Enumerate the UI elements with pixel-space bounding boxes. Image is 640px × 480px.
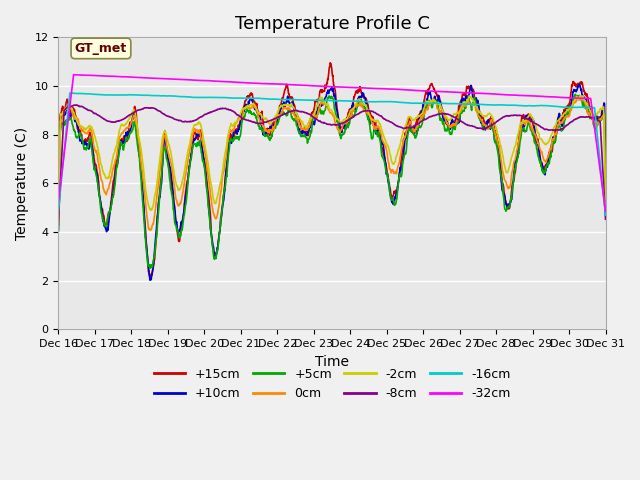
-2cm bbox=[176, 186, 184, 192]
Line: -16cm: -16cm bbox=[58, 93, 605, 215]
0cm bbox=[163, 146, 171, 152]
-16cm bbox=[177, 94, 184, 99]
-16cm bbox=[66, 90, 74, 96]
+10cm bbox=[146, 277, 154, 283]
+10cm bbox=[163, 152, 171, 157]
Line: +5cm: +5cm bbox=[58, 95, 605, 268]
-8cm bbox=[163, 113, 171, 119]
+10cm bbox=[489, 120, 497, 126]
+10cm bbox=[417, 110, 425, 116]
0cm bbox=[537, 148, 545, 154]
Line: +15cm: +15cm bbox=[58, 63, 605, 277]
0cm bbox=[238, 114, 246, 120]
Line: -32cm: -32cm bbox=[58, 75, 605, 211]
-8cm bbox=[54, 218, 62, 224]
0cm bbox=[417, 114, 425, 120]
+5cm bbox=[54, 228, 62, 234]
-8cm bbox=[489, 122, 497, 128]
-2cm bbox=[237, 109, 245, 115]
-32cm bbox=[163, 76, 171, 82]
-16cm bbox=[489, 102, 497, 108]
+15cm bbox=[163, 148, 171, 154]
+15cm bbox=[177, 231, 184, 237]
-8cm bbox=[177, 118, 184, 123]
Text: GT_met: GT_met bbox=[75, 42, 127, 55]
-16cm bbox=[163, 93, 171, 99]
Line: +10cm: +10cm bbox=[58, 84, 605, 280]
Line: 0cm: 0cm bbox=[58, 97, 605, 230]
-2cm bbox=[54, 218, 62, 224]
+15cm bbox=[489, 119, 497, 124]
0cm bbox=[146, 227, 154, 233]
-8cm bbox=[71, 102, 79, 108]
+15cm bbox=[418, 111, 426, 117]
+10cm bbox=[54, 227, 62, 233]
-16cm bbox=[54, 208, 62, 214]
+5cm bbox=[163, 157, 171, 163]
-32cm bbox=[489, 91, 497, 97]
+10cm bbox=[177, 224, 184, 229]
+10cm bbox=[238, 114, 246, 120]
+5cm bbox=[177, 233, 184, 239]
+15cm bbox=[54, 222, 62, 228]
-32cm bbox=[238, 80, 246, 85]
+5cm bbox=[602, 192, 609, 198]
-32cm bbox=[417, 88, 425, 94]
+15cm bbox=[147, 275, 155, 280]
Legend: +15cm, +10cm, +5cm, 0cm, -2cm, -8cm, -16cm, -32cm: +15cm, +10cm, +5cm, 0cm, -2cm, -8cm, -16… bbox=[148, 362, 515, 405]
Line: -8cm: -8cm bbox=[58, 105, 605, 221]
Y-axis label: Temperature (C): Temperature (C) bbox=[15, 127, 29, 240]
-16cm bbox=[602, 212, 609, 218]
-8cm bbox=[238, 115, 246, 120]
0cm bbox=[489, 121, 497, 127]
-32cm bbox=[177, 76, 184, 82]
X-axis label: Time: Time bbox=[315, 355, 349, 369]
+5cm bbox=[572, 92, 579, 97]
-2cm bbox=[537, 136, 545, 142]
+15cm bbox=[238, 115, 246, 121]
+5cm bbox=[417, 124, 425, 130]
+10cm bbox=[575, 82, 583, 87]
-8cm bbox=[537, 124, 545, 130]
-32cm bbox=[70, 72, 77, 78]
-16cm bbox=[537, 103, 545, 108]
0cm bbox=[602, 198, 609, 204]
-2cm bbox=[579, 93, 587, 99]
0cm bbox=[177, 201, 184, 207]
+15cm bbox=[326, 60, 334, 66]
-2cm bbox=[488, 114, 496, 120]
-32cm bbox=[602, 208, 609, 214]
-2cm bbox=[163, 134, 171, 140]
-16cm bbox=[238, 95, 246, 101]
+5cm bbox=[146, 265, 154, 271]
-8cm bbox=[602, 216, 609, 222]
+15cm bbox=[538, 160, 545, 166]
Title: Temperature Profile C: Temperature Profile C bbox=[234, 15, 429, 33]
Line: -2cm: -2cm bbox=[58, 96, 605, 221]
-2cm bbox=[417, 112, 424, 118]
-32cm bbox=[54, 199, 62, 205]
+5cm bbox=[238, 120, 246, 126]
+5cm bbox=[537, 162, 545, 168]
-32cm bbox=[537, 94, 545, 99]
+10cm bbox=[602, 185, 609, 191]
+15cm bbox=[602, 184, 609, 190]
-16cm bbox=[417, 100, 425, 106]
0cm bbox=[54, 220, 62, 226]
0cm bbox=[574, 95, 582, 100]
+10cm bbox=[537, 161, 545, 167]
-2cm bbox=[602, 196, 609, 202]
+5cm bbox=[489, 125, 497, 131]
-8cm bbox=[417, 119, 425, 124]
